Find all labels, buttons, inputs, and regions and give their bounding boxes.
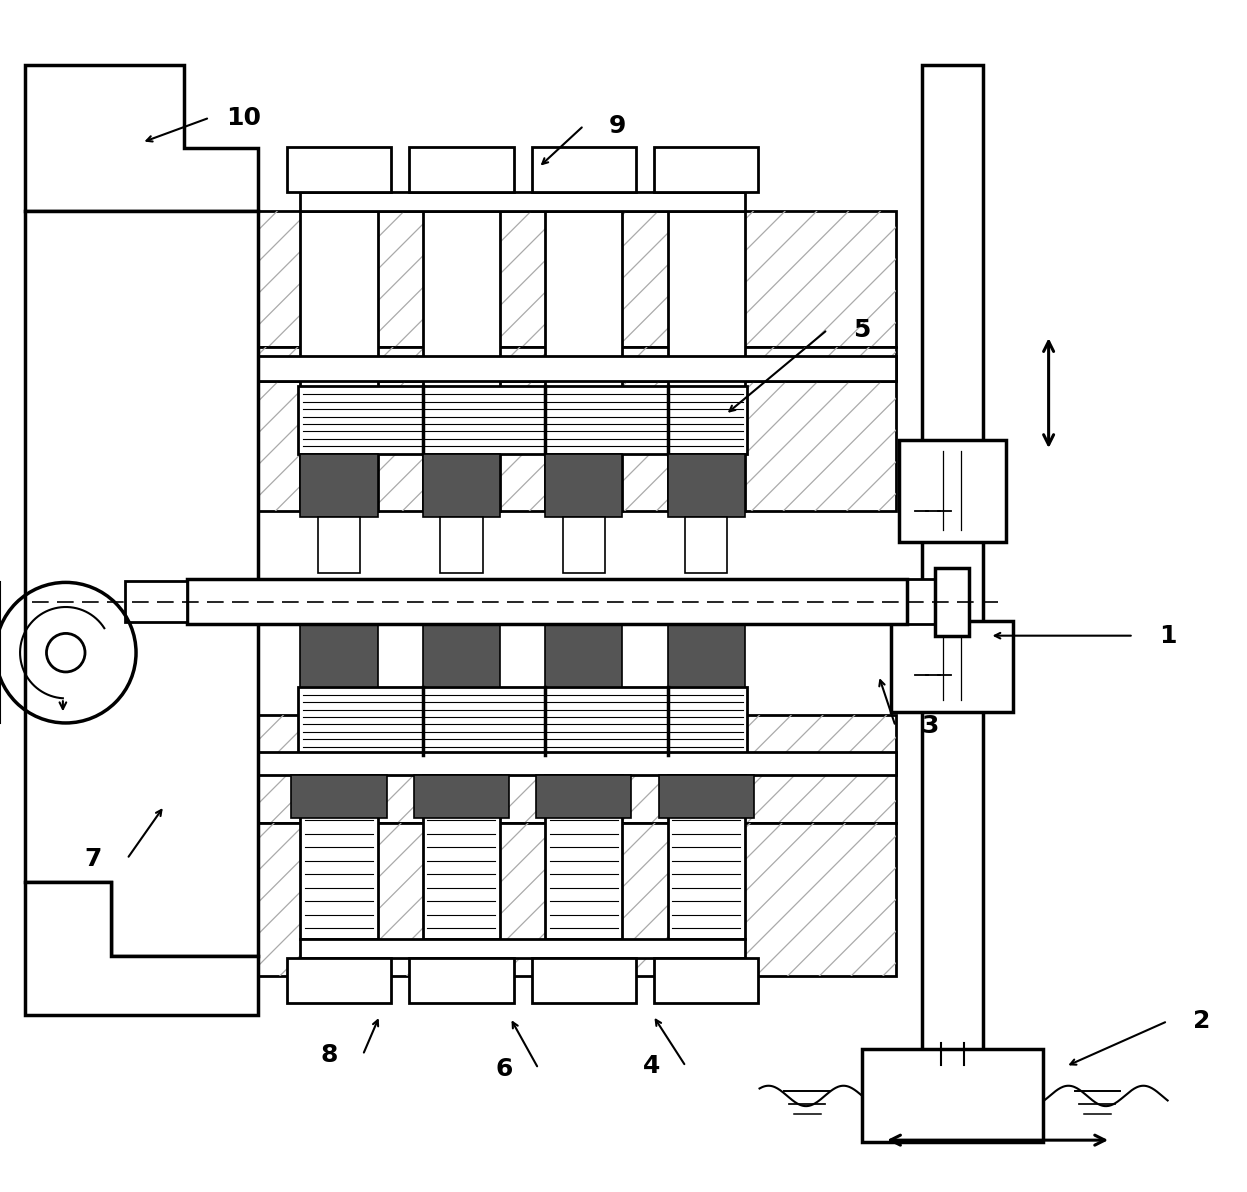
Polygon shape [536, 775, 631, 818]
Polygon shape [423, 211, 500, 511]
Text: 3: 3 [920, 714, 938, 738]
Text: 2: 2 [1193, 1010, 1211, 1033]
Polygon shape [899, 440, 1005, 541]
Polygon shape [25, 211, 258, 956]
Polygon shape [287, 957, 392, 1002]
Polygon shape [409, 957, 514, 1002]
Polygon shape [440, 516, 483, 573]
Polygon shape [667, 211, 744, 511]
Polygon shape [301, 939, 744, 957]
Polygon shape [318, 516, 360, 573]
Polygon shape [187, 579, 907, 625]
Polygon shape [298, 687, 747, 755]
Polygon shape [545, 454, 622, 516]
Polygon shape [655, 957, 758, 1002]
Polygon shape [298, 386, 747, 454]
Polygon shape [685, 516, 727, 573]
Text: 4: 4 [643, 1055, 661, 1079]
Polygon shape [655, 147, 758, 192]
Polygon shape [301, 454, 378, 516]
Polygon shape [667, 625, 744, 687]
Text: 1: 1 [1158, 623, 1176, 647]
Polygon shape [423, 625, 500, 687]
Polygon shape [292, 775, 387, 818]
Polygon shape [545, 625, 622, 687]
Polygon shape [301, 775, 378, 939]
Polygon shape [301, 211, 378, 511]
Polygon shape [198, 752, 895, 775]
Polygon shape [187, 822, 895, 976]
Text: 9: 9 [609, 113, 626, 137]
Polygon shape [187, 211, 895, 347]
Polygon shape [301, 192, 744, 211]
Polygon shape [301, 625, 378, 687]
Polygon shape [423, 775, 500, 939]
Polygon shape [198, 355, 895, 380]
Text: 6: 6 [496, 1057, 514, 1081]
Text: 5: 5 [853, 317, 870, 342]
Polygon shape [531, 957, 636, 1002]
Polygon shape [545, 211, 622, 511]
Polygon shape [187, 715, 895, 822]
Polygon shape [562, 516, 605, 573]
Polygon shape [531, 147, 636, 192]
Polygon shape [667, 775, 744, 939]
Polygon shape [125, 582, 187, 622]
Polygon shape [414, 775, 509, 818]
Polygon shape [25, 66, 258, 211]
Text: 8: 8 [320, 1043, 338, 1067]
Polygon shape [287, 147, 392, 192]
Polygon shape [423, 454, 500, 516]
Polygon shape [25, 882, 258, 1016]
Text: 7: 7 [85, 848, 102, 871]
Polygon shape [922, 66, 983, 1063]
Polygon shape [892, 621, 1014, 712]
Polygon shape [862, 1049, 1042, 1142]
Polygon shape [187, 347, 895, 380]
Polygon shape [667, 454, 744, 516]
Polygon shape [545, 775, 622, 939]
Polygon shape [187, 380, 895, 511]
Polygon shape [658, 775, 754, 818]
Text: 10: 10 [226, 106, 261, 130]
Polygon shape [935, 567, 969, 635]
Polygon shape [892, 579, 960, 625]
Polygon shape [409, 147, 514, 192]
